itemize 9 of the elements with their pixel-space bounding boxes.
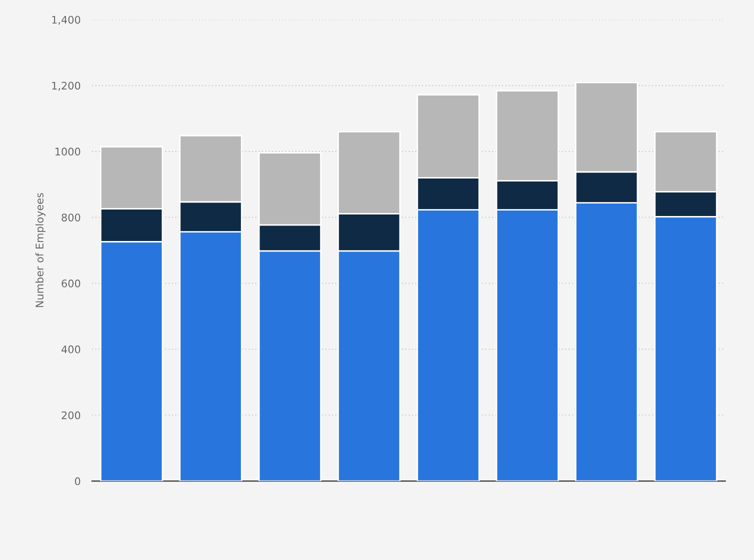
y-tick-label: 1,400 — [52, 16, 80, 25]
y-tick-label: 0 — [74, 477, 80, 486]
y-tick-label: 1000 — [56, 148, 80, 156]
y-tick-label: 400 — [62, 345, 80, 354]
y-tick-label: 1,200 — [52, 82, 80, 91]
y-tick-label: 200 — [62, 411, 80, 420]
y-tick-label: 600 — [62, 280, 80, 288]
y-axis-title: Number of Employees — [35, 193, 46, 308]
y-tick-label: 800 — [62, 214, 80, 222]
